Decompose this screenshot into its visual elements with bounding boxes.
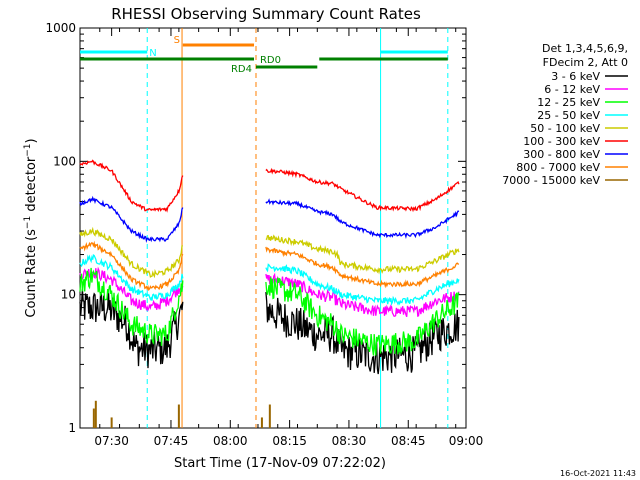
series-line-3-0	[79, 254, 184, 301]
y-tick-label: 100	[53, 154, 76, 168]
legend-label: 50 - 100 keV	[530, 122, 600, 135]
legend-label: 800 - 7000 keV	[516, 161, 600, 174]
legend: Det 1,3,4,5,6,9, FDecim 2, Att 0 3 - 6 k…	[502, 42, 628, 187]
x-tick-label: 08:15	[272, 434, 307, 448]
plot-frame	[79, 27, 467, 429]
x-tick-label: 07:45	[154, 434, 189, 448]
x-tick-label: 08:00	[213, 434, 248, 448]
flag-label: RD4	[231, 64, 252, 75]
series-line-4-0	[79, 226, 183, 279]
footer-timestamp: 16-Oct-2021 11:43	[560, 469, 636, 478]
x-tick-label: 07:30	[94, 434, 129, 448]
x-tick-label: 08:30	[332, 434, 367, 448]
legend-label: 300 - 800 keV	[523, 148, 600, 161]
series-line-4-1	[265, 234, 460, 275]
legend-label: 6 - 12 keV	[544, 83, 600, 96]
y-tick-label: 1	[68, 421, 76, 435]
legend-label: 7000 - 15000 keV	[502, 174, 600, 187]
flag-label: RD0	[260, 55, 281, 66]
series-line-2-0	[79, 267, 184, 346]
flag-label: N	[149, 48, 156, 59]
flag-label: S	[174, 35, 180, 46]
y-tick-label: 10	[61, 288, 76, 302]
x-axis-label: Start Time (17-Nov-09 07:22:02)	[174, 456, 386, 471]
series-line-5-1	[265, 167, 460, 213]
series-line-2-1	[265, 277, 460, 356]
series-line-6-1	[265, 198, 460, 240]
legend-label: 3 - 6 keV	[551, 70, 600, 83]
series-line-7-1	[265, 246, 460, 289]
y-tick-label: 1000	[45, 21, 76, 35]
x-tick-label: 08:45	[391, 434, 426, 448]
plot-area: 1 10 100 1000 07:30 07:45 08:00 08:15 08:30 08:45…	[45, 21, 483, 448]
chart-title: RHESSI Observing Summary Count Rates	[111, 5, 421, 23]
series-line-7-0	[79, 240, 184, 292]
series-line-5-0	[79, 159, 184, 213]
x-tick-label: 09:00	[449, 434, 484, 448]
legend-label: 25 - 50 keV	[537, 109, 600, 122]
series-line-0-0	[79, 289, 184, 369]
series-line-3-1	[265, 263, 460, 307]
series-line-6-0	[79, 195, 184, 244]
legend-header-2: FDecim 2, Att 0	[543, 56, 628, 69]
y-axis-label-text: Count Rate (s−1 detector−1)	[23, 138, 39, 317]
y-axis-label: Count Rate (s−1 detector−1)	[23, 138, 39, 317]
series-line-1-1	[265, 272, 460, 318]
legend-label: 100 - 300 keV	[523, 135, 600, 148]
legend-header-1: Det 1,3,4,5,6,9,	[542, 42, 628, 55]
legend-label: 12 - 25 keV	[537, 96, 600, 109]
